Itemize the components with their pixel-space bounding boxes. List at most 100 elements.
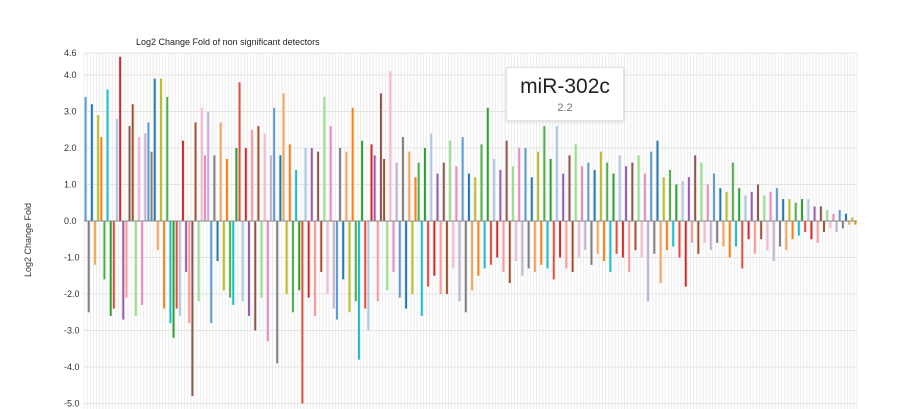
bar[interactable] <box>295 169 298 221</box>
bar[interactable] <box>810 221 813 240</box>
bar[interactable] <box>423 148 426 221</box>
bar[interactable] <box>835 221 838 232</box>
bar[interactable] <box>489 221 492 265</box>
bar[interactable] <box>109 221 112 316</box>
bar[interactable] <box>804 221 807 232</box>
bar[interactable] <box>339 148 342 221</box>
bar[interactable] <box>364 221 367 309</box>
bar[interactable] <box>182 140 184 221</box>
bar[interactable] <box>219 122 222 221</box>
bar[interactable] <box>568 155 571 221</box>
bar[interactable] <box>354 221 357 302</box>
bar[interactable] <box>332 221 335 309</box>
bar[interactable] <box>555 126 558 221</box>
bar[interactable] <box>753 221 756 254</box>
bar[interactable] <box>282 93 285 221</box>
bar[interactable] <box>439 221 442 294</box>
bar[interactable] <box>213 155 216 221</box>
bar[interactable] <box>116 118 118 221</box>
bar[interactable] <box>464 221 467 313</box>
bar[interactable] <box>323 96 326 221</box>
bar[interactable] <box>445 221 448 294</box>
bar[interactable] <box>672 221 675 247</box>
bar[interactable] <box>665 221 668 251</box>
bar[interactable] <box>687 177 690 221</box>
bar[interactable] <box>235 148 238 221</box>
bar[interactable] <box>307 221 310 298</box>
bar[interactable] <box>530 177 533 221</box>
bar[interactable] <box>210 221 213 324</box>
bar[interactable] <box>417 162 420 221</box>
bar[interactable] <box>838 210 841 221</box>
bar[interactable] <box>260 221 263 298</box>
bar[interactable] <box>653 221 656 254</box>
bar[interactable] <box>543 126 546 221</box>
bar[interactable] <box>90 104 93 221</box>
bar[interactable] <box>313 221 316 316</box>
bar[interactable] <box>826 210 829 221</box>
bar[interactable] <box>97 115 100 221</box>
bar[interactable] <box>851 217 854 221</box>
bar[interactable] <box>757 184 759 222</box>
bar[interactable] <box>760 221 763 240</box>
bar[interactable] <box>678 221 681 258</box>
bar[interactable] <box>681 180 684 221</box>
bar[interactable] <box>226 158 228 221</box>
bar[interactable] <box>156 221 159 251</box>
bar[interactable] <box>763 195 766 221</box>
bar[interactable] <box>807 199 810 221</box>
bar[interactable] <box>684 221 687 287</box>
bar[interactable] <box>222 221 225 291</box>
bar[interactable] <box>471 221 474 291</box>
bar[interactable] <box>496 221 499 258</box>
bar[interactable] <box>713 173 715 221</box>
bar[interactable] <box>329 126 332 221</box>
bar[interactable] <box>134 221 137 316</box>
bar[interactable] <box>138 137 140 221</box>
bar[interactable] <box>574 144 577 221</box>
bar[interactable] <box>335 221 338 320</box>
bar[interactable] <box>467 173 470 221</box>
bar[interactable] <box>144 133 147 221</box>
bar[interactable] <box>537 151 540 221</box>
bar[interactable] <box>216 221 219 262</box>
bar[interactable] <box>785 221 788 251</box>
bar[interactable] <box>269 155 272 221</box>
bar[interactable] <box>791 221 794 240</box>
bar[interactable] <box>241 221 244 302</box>
bar[interactable] <box>694 155 697 221</box>
bar[interactable] <box>656 140 659 221</box>
bar[interactable] <box>508 221 511 284</box>
bar[interactable] <box>106 89 109 221</box>
bar[interactable] <box>373 155 376 221</box>
bar[interactable] <box>461 137 464 221</box>
bar[interactable] <box>408 151 411 221</box>
bar[interactable] <box>788 199 791 221</box>
bar[interactable] <box>848 221 851 225</box>
bar[interactable] <box>615 221 618 254</box>
bar[interactable] <box>326 221 329 294</box>
bar[interactable] <box>779 221 781 247</box>
bar[interactable] <box>433 221 436 276</box>
bar[interactable] <box>618 155 621 221</box>
bar[interactable] <box>125 221 128 298</box>
bar[interactable] <box>411 221 414 294</box>
bar[interactable] <box>647 221 650 302</box>
bar[interactable] <box>436 173 439 221</box>
bar[interactable] <box>370 144 373 221</box>
bar[interactable] <box>310 148 313 221</box>
bar[interactable] <box>197 221 200 302</box>
bar[interactable] <box>816 221 819 243</box>
bar[interactable] <box>609 221 612 273</box>
bar[interactable] <box>166 96 169 221</box>
bar[interactable] <box>669 169 672 221</box>
bar[interactable] <box>379 93 382 221</box>
bar[interactable] <box>700 162 703 221</box>
bar[interactable] <box>823 221 825 232</box>
bar[interactable] <box>797 221 800 236</box>
bar[interactable] <box>593 169 596 221</box>
bar[interactable] <box>518 148 521 221</box>
bar[interactable] <box>603 221 606 262</box>
bar[interactable] <box>527 221 530 269</box>
bar[interactable] <box>625 166 628 221</box>
